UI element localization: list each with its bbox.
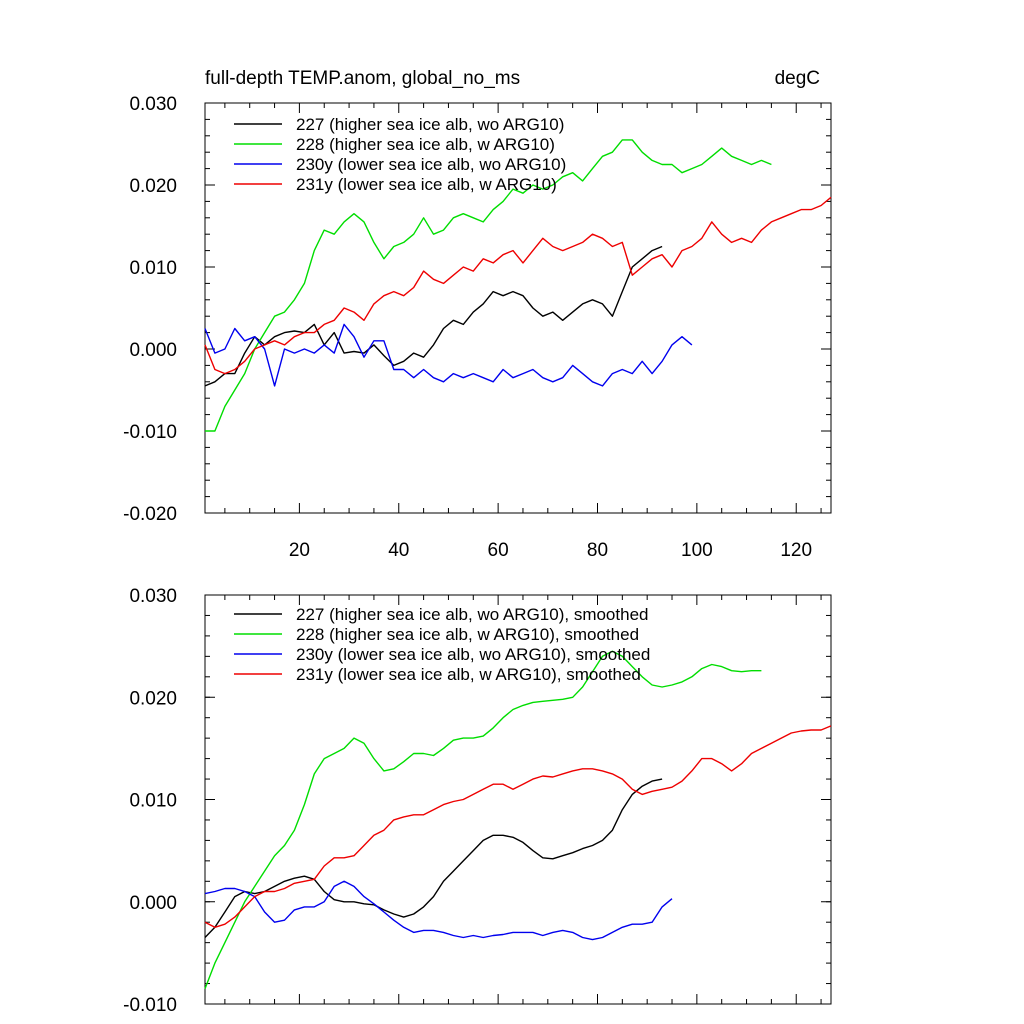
series-line-3 bbox=[204, 880, 673, 941]
x-tick-label: 60 bbox=[488, 540, 509, 561]
series-line-2 bbox=[204, 650, 762, 989]
series-line-1 bbox=[204, 245, 663, 387]
legend-label-4: 231y (lower sea ice alb, w ARG10) bbox=[296, 175, 557, 194]
y-tick-label: 0.000 bbox=[129, 893, 177, 914]
bottom-panel: -0.010 0.000 0.010 0.020 0.030 227 (higher s… bbox=[123, 586, 832, 1016]
y-tick-label: 0.010 bbox=[129, 791, 177, 812]
bottom-legend: 227 (higher sea ice alb, wo ARG10), smoo… bbox=[234, 605, 650, 684]
top-axis-ticks: -0.020 -0.010 0.000 0.010 0.020 0.030 20 40 60 80… bbox=[123, 94, 831, 561]
y-tick-label: 0.020 bbox=[129, 688, 177, 709]
top-plot-title: full-depth TEMP.anom, global_no_ms bbox=[205, 68, 520, 89]
x-tick-label: 20 bbox=[289, 540, 310, 561]
x-tick-label: 100 bbox=[681, 540, 713, 561]
series-line-1 bbox=[204, 778, 663, 938]
x-tick-label: 120 bbox=[780, 540, 812, 561]
y-tick-label: 0.000 bbox=[129, 340, 177, 361]
bottom-series-lines bbox=[204, 650, 832, 989]
y-tick-label: 0.030 bbox=[129, 94, 177, 115]
legend-label-3: 230y (lower sea ice alb, wo ARG10), smoo… bbox=[296, 645, 650, 664]
y-tick-label: 0.010 bbox=[129, 258, 177, 279]
bottom-axis-ticks: -0.010 0.000 0.010 0.020 0.030 bbox=[123, 586, 831, 1016]
top-plot-units: degC bbox=[775, 68, 820, 89]
y-tick-label: -0.010 bbox=[123, 995, 177, 1016]
series-line-2 bbox=[205, 139, 772, 432]
y-tick-label: 0.030 bbox=[129, 586, 177, 607]
y-tick-label: -0.010 bbox=[123, 422, 177, 443]
x-tick-label: 80 bbox=[587, 540, 608, 561]
y-tick-label: -0.020 bbox=[123, 504, 177, 525]
top-plot-frame bbox=[204, 102, 832, 514]
legend-label-3: 230y (lower sea ice alb, wo ARG10) bbox=[296, 155, 566, 174]
top-legend: 227 (higher sea ice alb, wo ARG10)228 (h… bbox=[234, 115, 566, 194]
legend-label-2: 228 (higher sea ice alb, w ARG10) bbox=[296, 135, 555, 154]
legend-label-4: 231y (lower sea ice alb, w ARG10), smoot… bbox=[296, 665, 641, 684]
x-tick-label: 40 bbox=[388, 540, 409, 561]
top-series-lines bbox=[204, 139, 832, 432]
y-tick-label: 0.020 bbox=[129, 176, 177, 197]
legend-label-1: 227 (higher sea ice alb, wo ARG10), smoo… bbox=[296, 605, 648, 624]
legend-label-1: 227 (higher sea ice alb, wo ARG10) bbox=[296, 115, 564, 134]
series-line-3 bbox=[204, 323, 693, 387]
top-panel: full-depth TEMP.anom, global_no_ms degC … bbox=[123, 68, 832, 561]
series-line-4 bbox=[204, 725, 832, 928]
series-line-4 bbox=[204, 196, 832, 375]
legend-label-2: 228 (higher sea ice alb, w ARG10), smoot… bbox=[296, 625, 639, 644]
